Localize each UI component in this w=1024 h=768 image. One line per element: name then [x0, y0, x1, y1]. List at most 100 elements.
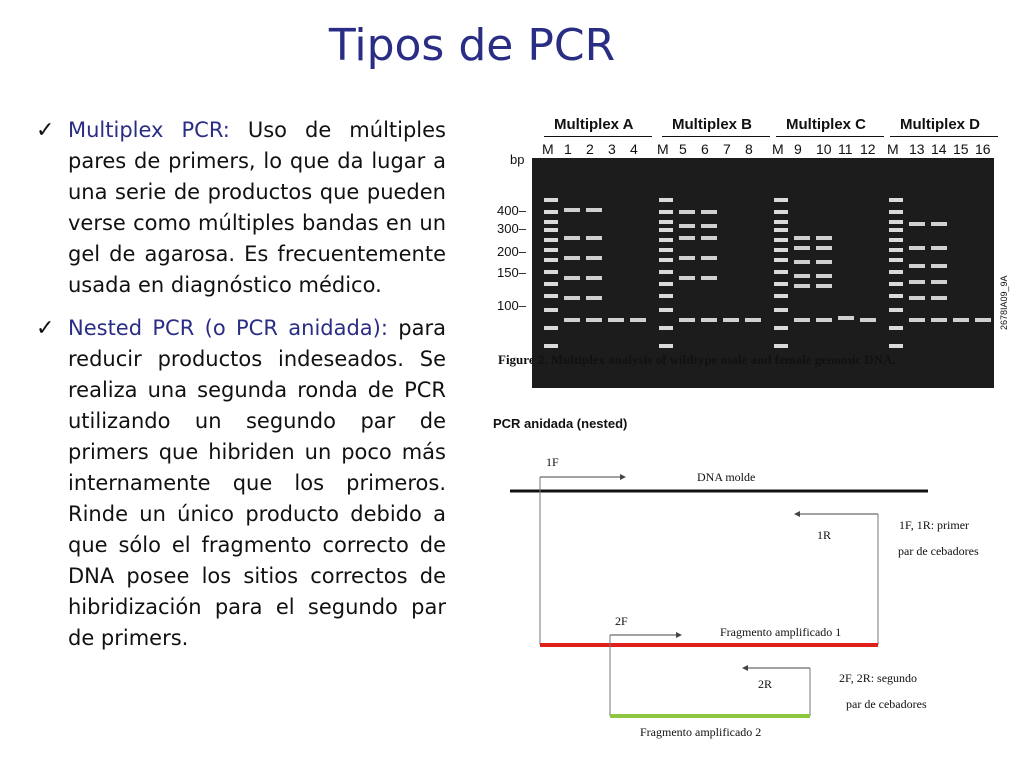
gel-lane-label: 7 — [723, 141, 731, 157]
gel-bp-marker: 100– — [497, 298, 526, 313]
gel-band — [931, 318, 947, 322]
gel-lane-label: 16 — [975, 141, 991, 157]
primer-1f-label: 1F — [546, 455, 559, 469]
checkmark-icon: ✓ — [36, 316, 55, 341]
gel-band — [774, 294, 788, 298]
gel-band — [544, 210, 558, 214]
gel-band — [564, 276, 580, 280]
gel-band — [659, 294, 673, 298]
gel-image — [532, 158, 994, 388]
gel-band — [586, 318, 602, 322]
gel-band — [659, 228, 673, 232]
gel-band — [909, 296, 925, 300]
gel-band — [679, 276, 695, 280]
gel-band — [931, 246, 947, 250]
note1-line2: par de cebadores — [898, 544, 979, 558]
nested-title: PCR anidada (nested) — [493, 416, 628, 431]
gel-band — [659, 210, 673, 214]
gel-band — [659, 258, 673, 262]
primer-1f-arrowhead — [620, 474, 626, 480]
gel-band — [774, 258, 788, 262]
gel-band — [679, 210, 695, 214]
gel-band — [679, 236, 695, 240]
gel-lane-label: 15 — [953, 141, 969, 157]
gel-band — [909, 264, 925, 268]
gel-lane-label: 1 — [564, 141, 572, 157]
gel-lane-label: 4 — [630, 141, 638, 157]
gel-band — [659, 270, 673, 274]
gel-lane-label: 14 — [931, 141, 947, 157]
gel-band — [889, 344, 903, 348]
gel-band — [564, 318, 580, 322]
gel-group-underline — [890, 136, 998, 137]
gel-caption: Figure 2. Multiplex analysis of wildtype… — [498, 352, 896, 367]
gel-band — [701, 318, 717, 322]
gel-group-label: Multiplex B — [672, 116, 753, 133]
gel-band — [774, 228, 788, 232]
gel-band — [889, 228, 903, 232]
gel-band — [889, 282, 903, 286]
gel-band — [909, 280, 925, 284]
gel-band — [794, 284, 810, 288]
nested-diagram — [510, 474, 928, 718]
gel-band — [586, 256, 602, 260]
gel-band — [544, 282, 558, 286]
gel-group-label: Multiplex A — [554, 116, 634, 133]
gel-bp-marker: 150– — [497, 265, 526, 280]
gel-band — [659, 248, 673, 252]
gel-band — [701, 256, 717, 260]
gel-band — [701, 236, 717, 240]
gel-band — [774, 344, 788, 348]
gel-band — [909, 318, 925, 322]
gel-lane-label: 6 — [701, 141, 709, 157]
fragment1-label: Fragmento amplificado 1 — [720, 625, 842, 639]
gel-band — [889, 326, 903, 330]
gel-band — [889, 238, 903, 242]
gel-band — [774, 308, 788, 312]
gel-band — [774, 210, 788, 214]
gel-band — [889, 248, 903, 252]
bullet-list: ✓ Multiplex PCR: Uso de múltiples pares … — [36, 115, 446, 666]
gel-band — [544, 238, 558, 242]
gel-band — [931, 296, 947, 300]
gel-band — [953, 318, 969, 322]
gel-band — [701, 224, 717, 228]
gel-lane-label: M — [772, 141, 784, 157]
gel-side-code: 2678IA09_9A — [999, 275, 1009, 330]
gel-lane-label: 2 — [586, 141, 594, 157]
gel-band — [544, 258, 558, 262]
primer-2f-label: 2F — [615, 614, 628, 628]
gel-lane-label: 12 — [860, 141, 876, 157]
gel-lane-label: 10 — [816, 141, 832, 157]
gel-lane-label: 11 — [838, 141, 853, 157]
gel-band — [544, 220, 558, 224]
primer-2r-label: 2R — [758, 677, 773, 691]
gel-band — [860, 318, 876, 322]
gel-group-underline — [662, 136, 770, 137]
gel-band — [816, 246, 832, 250]
gel-band — [931, 222, 947, 226]
bullet-text: Multiplex PCR: Uso de múltiples pares de… — [68, 115, 446, 301]
gel-band — [586, 296, 602, 300]
gel-figure: Multiplex A Multiplex B Multiplex C Multipl… — [492, 108, 1012, 388]
gel-band — [889, 258, 903, 262]
primer-1r-label: 1R — [817, 528, 832, 542]
note2-line1: 2F, 2R: segundo — [839, 671, 918, 685]
bullet-body: Uso de múltiples pares de primers, lo qu… — [68, 118, 446, 297]
gel-band — [586, 236, 602, 240]
gel-lane-label: 13 — [909, 141, 925, 157]
primer-2r-arrowhead — [742, 665, 748, 671]
gel-band — [723, 318, 739, 322]
primer-1r-arrowhead — [794, 511, 800, 517]
gel-lane-label: M — [657, 141, 669, 157]
gel-group-underline — [544, 136, 652, 137]
gel-band — [774, 238, 788, 242]
gel-band — [564, 256, 580, 260]
gel-lane-label: 3 — [608, 141, 616, 157]
gel-band — [745, 318, 761, 322]
gel-band — [774, 198, 788, 202]
gel-band — [838, 316, 854, 320]
gel-band — [701, 210, 717, 214]
primer-2f-arrowhead — [676, 632, 682, 638]
gel-band — [774, 270, 788, 274]
